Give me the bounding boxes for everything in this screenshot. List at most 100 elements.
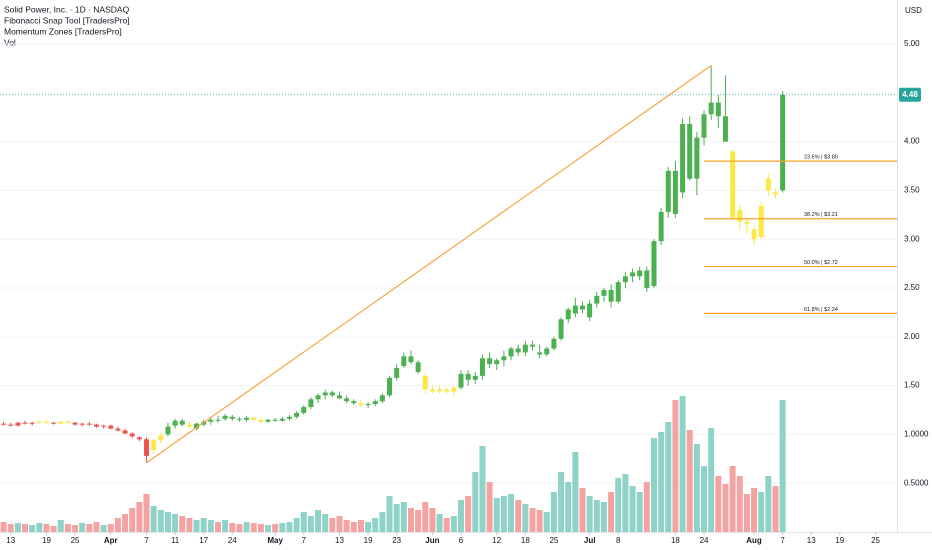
candle-body — [565, 309, 571, 320]
fib-trendline — [146, 65, 712, 464]
y-tick-label: 2.00 — [904, 332, 920, 341]
x-tick-label: 7 — [144, 536, 149, 545]
candle-body — [765, 178, 771, 191]
volume-bar — [143, 494, 150, 532]
volume-bar — [608, 492, 615, 532]
x-tick-label: Jul — [584, 536, 596, 545]
volume-bar — [407, 508, 414, 532]
candle-body — [86, 423, 92, 425]
candle-body — [272, 419, 278, 421]
candle-body — [179, 420, 185, 425]
volume-bar — [665, 422, 672, 532]
candle-body — [144, 439, 150, 456]
candle-body — [744, 221, 750, 224]
candle-body — [437, 389, 443, 392]
candle-body — [615, 282, 621, 302]
volume-bar — [7, 524, 14, 532]
candle-body — [730, 151, 736, 218]
y-tick-label: 5.00 — [904, 39, 920, 48]
volume-bar — [0, 522, 7, 532]
volume-bar — [629, 486, 636, 532]
volume-bar — [708, 428, 715, 532]
volume-bar — [751, 488, 758, 532]
volume-bar — [565, 482, 572, 532]
volume-bar — [350, 522, 357, 532]
volume-bar — [722, 484, 729, 532]
candle-body — [158, 435, 164, 441]
volume-bar — [729, 466, 736, 532]
volume-bar — [572, 452, 579, 532]
last-price-tag — [899, 87, 921, 102]
x-tick-label: 19 — [364, 536, 373, 545]
x-tick-label: Aug — [746, 536, 762, 545]
candle-body — [351, 401, 357, 404]
volume-bar — [579, 488, 586, 532]
volume-bar — [43, 524, 50, 532]
volume-bar — [558, 472, 565, 532]
x-tick-label: 19 — [42, 536, 51, 545]
volume-bar — [693, 444, 700, 532]
volume-bar — [765, 476, 772, 532]
candle-body — [294, 412, 300, 417]
volume-bar — [150, 506, 157, 532]
candle-body — [529, 344, 535, 347]
candle-body — [279, 418, 285, 421]
volume-bar — [386, 496, 393, 532]
candle-body — [558, 319, 564, 339]
volume-bar — [186, 518, 193, 532]
candle-body — [387, 377, 393, 396]
volume-bar — [779, 400, 786, 532]
candle-body — [379, 395, 385, 402]
candle-body — [43, 421, 49, 423]
volume-bar — [22, 524, 29, 532]
volume-bar — [593, 500, 600, 532]
candle-body — [229, 416, 235, 419]
volume-bar — [701, 466, 708, 532]
candle-body — [444, 389, 450, 392]
candle-body — [594, 295, 600, 304]
candle-body — [737, 209, 743, 222]
candle-body — [401, 356, 407, 367]
candle-body — [651, 241, 657, 287]
volume-bar — [586, 496, 593, 532]
volume-bar — [72, 525, 79, 532]
volume-bar — [157, 510, 164, 532]
volume-bar — [236, 524, 243, 532]
candle-body — [687, 124, 693, 179]
candle-body — [622, 276, 628, 283]
candle-body — [65, 421, 71, 423]
candle-body — [58, 421, 64, 424]
candle-body — [122, 430, 128, 434]
volume-bar — [122, 514, 129, 532]
y-tick-label: 3.50 — [904, 186, 920, 195]
candle-body — [129, 433, 135, 437]
candle-body — [479, 358, 485, 376]
x-tick-label: 23 — [392, 536, 401, 545]
y-tick-label: 4.00 — [904, 137, 920, 146]
candle-body — [165, 426, 171, 435]
volume-bar — [429, 508, 436, 532]
candle-body — [572, 305, 578, 314]
volume-bar — [600, 502, 607, 532]
candle-body — [194, 423, 200, 429]
candle-body — [772, 192, 778, 195]
volume-bar — [229, 523, 236, 532]
volume-bar — [672, 400, 679, 532]
candle-body — [394, 368, 400, 378]
volume-bar — [686, 430, 693, 532]
volume-bar — [214, 522, 221, 532]
volume-bar — [736, 476, 743, 532]
candle-body — [701, 114, 707, 138]
candle-body — [494, 360, 500, 365]
candle-body — [665, 170, 671, 212]
candle-body — [136, 437, 142, 440]
volume-bar — [243, 522, 250, 532]
volume-bar — [193, 520, 200, 532]
volume-bar — [515, 500, 522, 532]
volume-bar — [493, 498, 500, 532]
volume-bar — [14, 523, 21, 532]
volume-bar — [436, 514, 443, 532]
candle-body — [508, 348, 514, 357]
candle-body — [36, 421, 42, 423]
